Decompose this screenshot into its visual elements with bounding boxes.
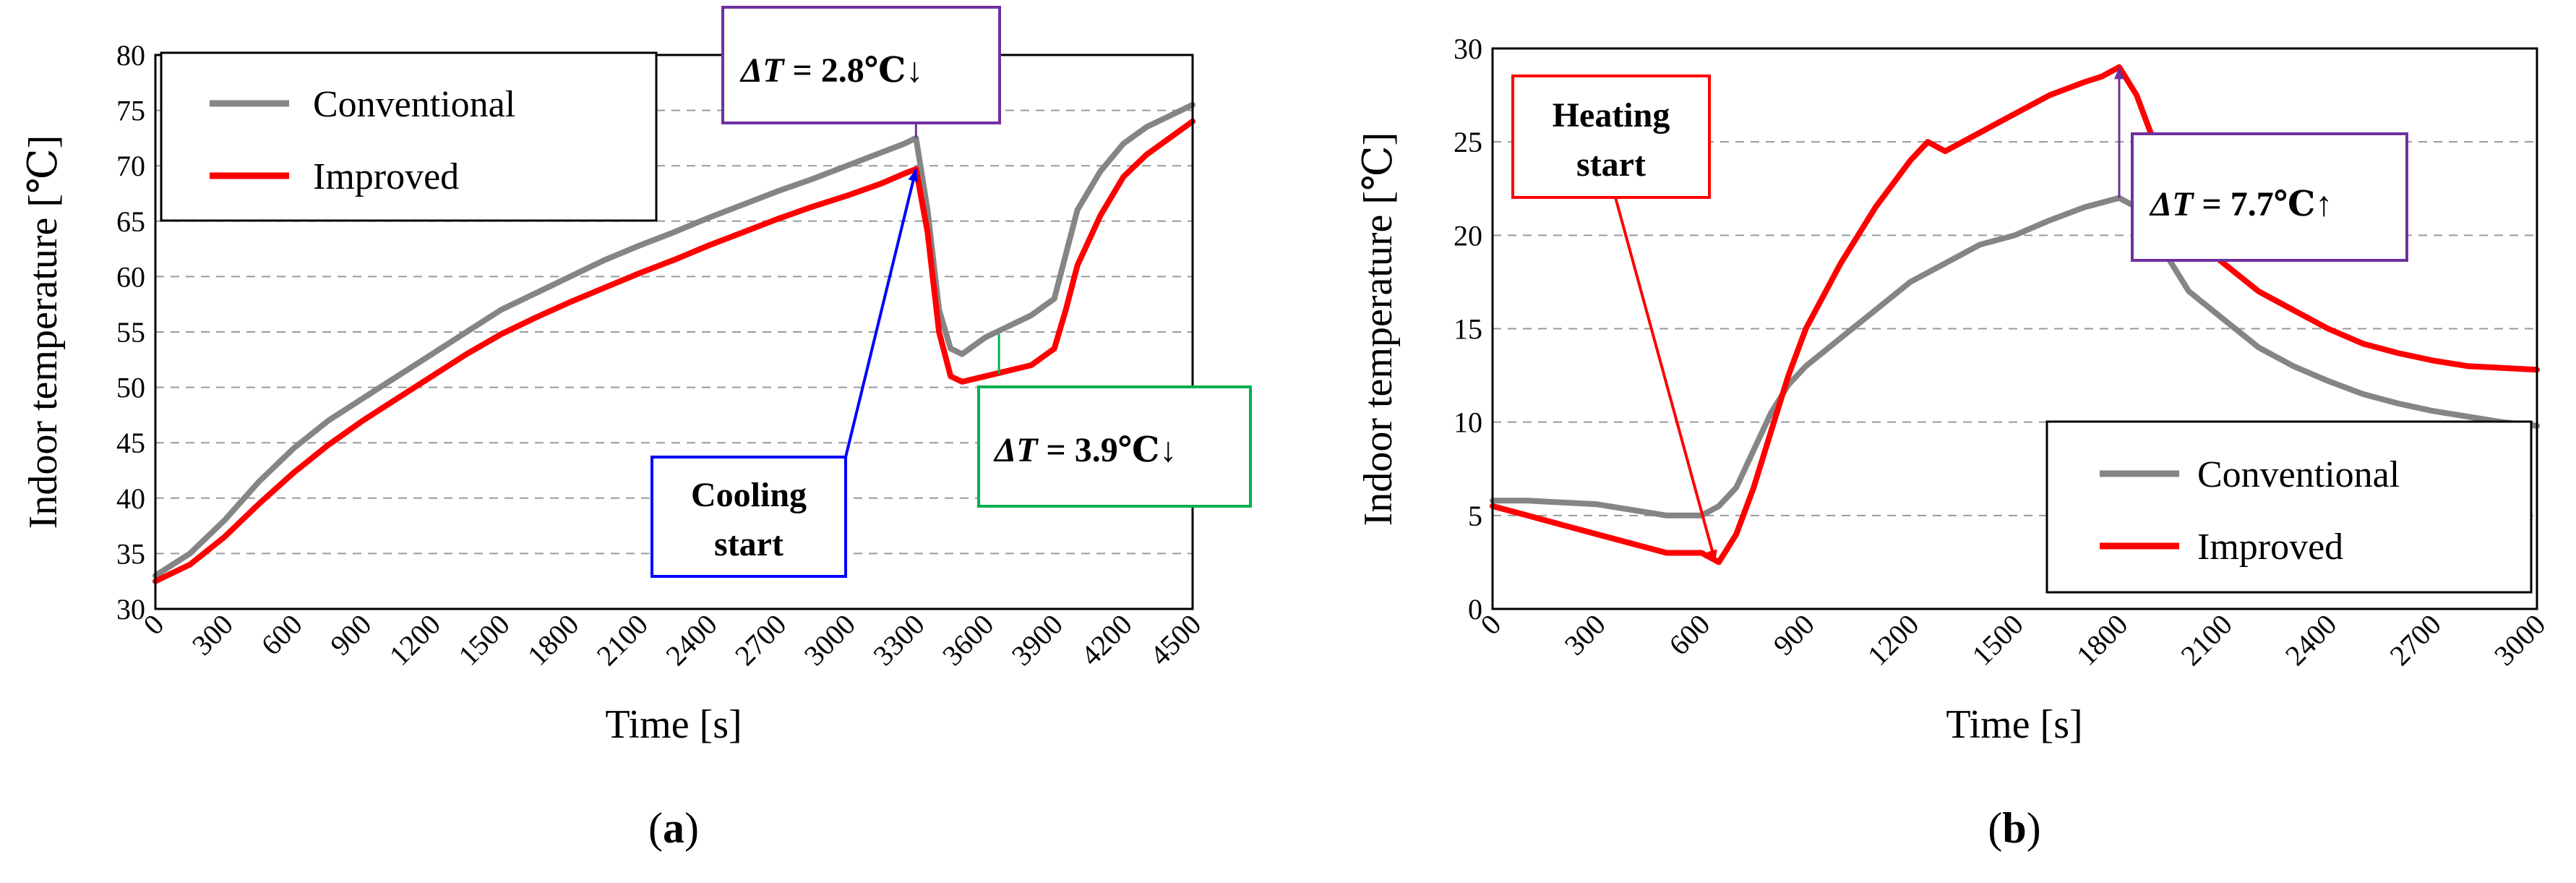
y-ticks-a: 30 35 40 45 50 55 60 65 70 75 80 bbox=[116, 39, 145, 626]
legend-a: Conventional Improved bbox=[160, 51, 658, 222]
annotation-cooling-start: Cooling start bbox=[651, 169, 919, 578]
legend-box-b bbox=[2045, 420, 2533, 594]
y-tick-label-b-25: 25 bbox=[1454, 126, 1482, 158]
legend-box-a bbox=[160, 51, 658, 222]
annotation-cooling-start-box bbox=[651, 456, 847, 578]
annotation-dt-7-7-arrowhead bbox=[2113, 67, 2125, 80]
x-tick-label-a-4500: 4500 bbox=[1143, 608, 1207, 672]
x-tick-label-a-3600: 3600 bbox=[936, 608, 1000, 672]
series-line-b-improved bbox=[1490, 64, 2540, 566]
y-tick-label-a-75: 75 bbox=[116, 95, 145, 127]
annotation-dt-3-9: ΔT = 3.9℃↓ bbox=[977, 334, 1252, 508]
annotation-heating-start-arrowhead bbox=[1707, 549, 1717, 563]
y-tick-label-a-45: 45 bbox=[116, 427, 145, 459]
annotation-dt-2-8-text: ΔT = 2.8℃↓ bbox=[739, 51, 923, 90]
plot-frame-a bbox=[154, 54, 1194, 610]
plot-frame-b bbox=[1491, 47, 2538, 610]
x-tick-label-a-4200: 4200 bbox=[1074, 608, 1138, 672]
annotation-heating-line1: Heating bbox=[1553, 96, 1670, 135]
annotation-heating-start-box bbox=[1511, 74, 1711, 199]
x-tick-label-a-600: 600 bbox=[254, 608, 308, 662]
legend-label-conventional-a: Conventional bbox=[313, 84, 515, 125]
y-axis-label-b: Indoor temperature [℃] bbox=[1356, 132, 1401, 526]
legend-label-improved-a: Improved bbox=[313, 156, 459, 197]
y-tick-label-a-80: 80 bbox=[116, 39, 145, 72]
series-a bbox=[153, 101, 1195, 584]
annotation-dt-3-9-text: ΔT = 3.9℃↓ bbox=[993, 431, 1177, 469]
x-tick-label-b-3000: 3000 bbox=[2488, 608, 2551, 672]
x-tick-label-b-2100: 2100 bbox=[2174, 608, 2238, 672]
x-tick-label-a-900: 900 bbox=[324, 608, 377, 662]
x-ticks-a: 0 300 600 900 1200 1500 1800 2100 2400 2700 3000 33… bbox=[137, 608, 1207, 672]
annotation-dt-2-8-box bbox=[721, 6, 1001, 124]
x-tick-label-a-3900: 3900 bbox=[1005, 608, 1069, 672]
x-tick-label-a-1800: 1800 bbox=[521, 608, 585, 672]
x-ticks-b: 0 300 600 900 1200 1500 1800 2100 2400 2700 3000 bbox=[1474, 608, 2551, 672]
y-ticks-b: 0 5 10 15 20 25 30 bbox=[1454, 33, 1482, 626]
x-tick-label-b-600: 600 bbox=[1662, 608, 1716, 662]
y-tick-label-a-50: 50 bbox=[116, 372, 145, 404]
annotation-heating-start: Heating start bbox=[1511, 74, 1717, 563]
x-tick-label-b-1500: 1500 bbox=[1965, 608, 2029, 672]
x-tick-label-b-900: 900 bbox=[1767, 608, 1821, 662]
panel-label-a: (a) bbox=[648, 804, 699, 852]
annotation-cooling-start-arrowhead bbox=[908, 169, 919, 182]
y-tick-label-a-40: 40 bbox=[116, 482, 145, 515]
legend-label-improved-b: Improved bbox=[2197, 526, 2343, 568]
y-tick-label-a-55: 55 bbox=[116, 316, 145, 349]
y-tick-label-b-5: 5 bbox=[1468, 500, 1482, 532]
y-tick-label-b-15: 15 bbox=[1454, 313, 1482, 346]
y-tick-label-a-60: 60 bbox=[116, 260, 145, 293]
x-axis-label-b: Time [s] bbox=[1946, 702, 2082, 747]
x-axis-label-a: Time [s] bbox=[605, 702, 742, 747]
annotation-dt-7-7-text: ΔT = 7.7℃↑ bbox=[2149, 185, 2332, 223]
panel-label-b: (b) bbox=[1988, 804, 2040, 852]
x-tick-label-a-300: 300 bbox=[186, 608, 239, 662]
legend-b: Conventional Improved bbox=[2045, 420, 2533, 594]
legend-label-conventional-b: Conventional bbox=[2197, 454, 2400, 495]
annotation-dt-3-9-box bbox=[977, 385, 1252, 508]
x-tick-label-b-2700: 2700 bbox=[2383, 608, 2447, 672]
y-axis-label-a: Indoor temperature [℃] bbox=[21, 135, 66, 529]
x-tick-label-a-2700: 2700 bbox=[729, 608, 792, 672]
x-tick-label-b-1800: 1800 bbox=[2070, 608, 2134, 672]
y-tick-label-b-30: 30 bbox=[1454, 33, 1482, 65]
annotation-heating-line2: start bbox=[1576, 145, 1646, 184]
y-tick-label-a-65: 65 bbox=[116, 205, 145, 238]
annotation-dt-2-8: ΔT = 2.8℃↓ bbox=[721, 6, 1001, 138]
annotation-heating-start-arrow bbox=[1614, 197, 1717, 563]
x-tick-label-a-1200: 1200 bbox=[383, 608, 447, 672]
annotation-dt-7-7-box bbox=[2131, 132, 2408, 262]
x-tick-label-b-300: 300 bbox=[1558, 608, 1612, 662]
annotation-dt-7-7: ΔT = 7.7℃↑ bbox=[2113, 67, 2408, 262]
series-line-a-conventional bbox=[153, 101, 1195, 579]
series-line-a-improved bbox=[153, 118, 1195, 584]
panel-b: 0 5 10 15 20 25 30 0 300 600 900 1200 1500 1800 2100 2… bbox=[1356, 33, 2551, 852]
y-tick-label-b-0: 0 bbox=[1468, 593, 1482, 626]
annotation-cooling-line1: Cooling bbox=[691, 476, 807, 514]
y-tick-label-b-20: 20 bbox=[1454, 219, 1482, 252]
x-tick-label-a-1500: 1500 bbox=[452, 608, 515, 672]
x-tick-label-b-1200: 1200 bbox=[1861, 608, 1925, 672]
x-tick-label-b-2400: 2400 bbox=[2279, 608, 2343, 672]
y-tick-label-a-30: 30 bbox=[116, 593, 145, 626]
series-line-b-conventional bbox=[1490, 195, 2540, 519]
y-tick-label-a-70: 70 bbox=[116, 150, 145, 182]
y-tick-label-b-10: 10 bbox=[1454, 406, 1482, 439]
annotation-cooling-line2: start bbox=[714, 525, 783, 563]
x-tick-label-a-2100: 2100 bbox=[591, 608, 654, 672]
series-b bbox=[1490, 64, 2540, 566]
x-tick-label-a-2400: 2400 bbox=[659, 608, 723, 672]
y-tick-label-a-35: 35 bbox=[116, 537, 145, 570]
x-tick-label-a-3300: 3300 bbox=[867, 608, 930, 672]
x-tick-label-a-3000: 3000 bbox=[798, 608, 862, 672]
annotation-cooling-start-arrow bbox=[844, 169, 918, 458]
